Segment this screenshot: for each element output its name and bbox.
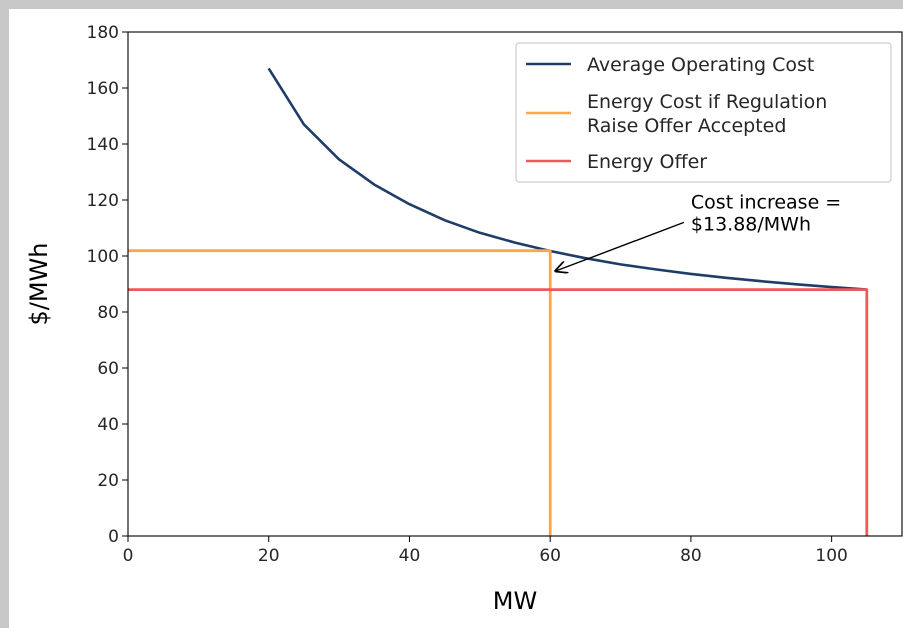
axes-frame <box>127 31 903 537</box>
y-tick-label: 140 <box>87 135 119 155</box>
plot-area <box>128 67 869 536</box>
y-tick-label: 0 <box>108 527 119 547</box>
x-tick-label: 100 <box>815 546 847 566</box>
x-tick-label: 40 <box>399 546 421 566</box>
series-line-0 <box>267 67 867 291</box>
series-line-2 <box>128 288 869 536</box>
legend: Average Operating Cost Energy Cost if Reg… <box>515 42 892 183</box>
y-tick-label: 180 <box>87 23 119 43</box>
y-tick-label: 120 <box>87 191 119 211</box>
annotation-text-0: Cost increase = <box>691 191 841 213</box>
x-tick-label: 20 <box>258 546 280 566</box>
y-axis-label: $/MWh <box>25 242 53 325</box>
y-tick-label: 40 <box>97 415 119 435</box>
x-axis-label: MW <box>493 587 537 615</box>
y-tick-label: 100 <box>87 247 119 267</box>
annotation: Cost increase =$13.88/MWh <box>556 191 841 271</box>
legend-label-0: Average Operating Cost <box>587 54 814 76</box>
annotation-text-1: $13.88/MWh <box>691 213 811 235</box>
y-tick-label: 160 <box>87 79 119 99</box>
legend-box <box>515 42 892 183</box>
y-tick-label: 80 <box>97 303 119 323</box>
axes: 0 20 40 60 80 100 0 20 40 60 80 100 120 140 160 180 <box>87 23 903 566</box>
chart: 0 20 40 60 80 100 0 20 40 60 80 100 120 140 160 180 Ave… <box>25 23 903 615</box>
x-tick-label: 60 <box>539 546 561 566</box>
series-line-1 <box>128 249 552 536</box>
legend-label-1-cont: Raise Offer Accepted <box>587 115 786 137</box>
x-tick-label: 0 <box>123 546 134 566</box>
x-tick-label: 80 <box>680 546 702 566</box>
y-tick-label: 20 <box>97 471 119 491</box>
chart-figure: 0 20 40 60 80 100 0 20 40 60 80 100 120 140 160 180 Ave… <box>9 9 903 628</box>
y-tick-label: 60 <box>97 359 119 379</box>
legend-label-2: Energy Offer <box>587 151 707 173</box>
legend-label-1: Energy Cost if Regulation <box>587 91 827 113</box>
annotation-arrow <box>556 221 685 271</box>
